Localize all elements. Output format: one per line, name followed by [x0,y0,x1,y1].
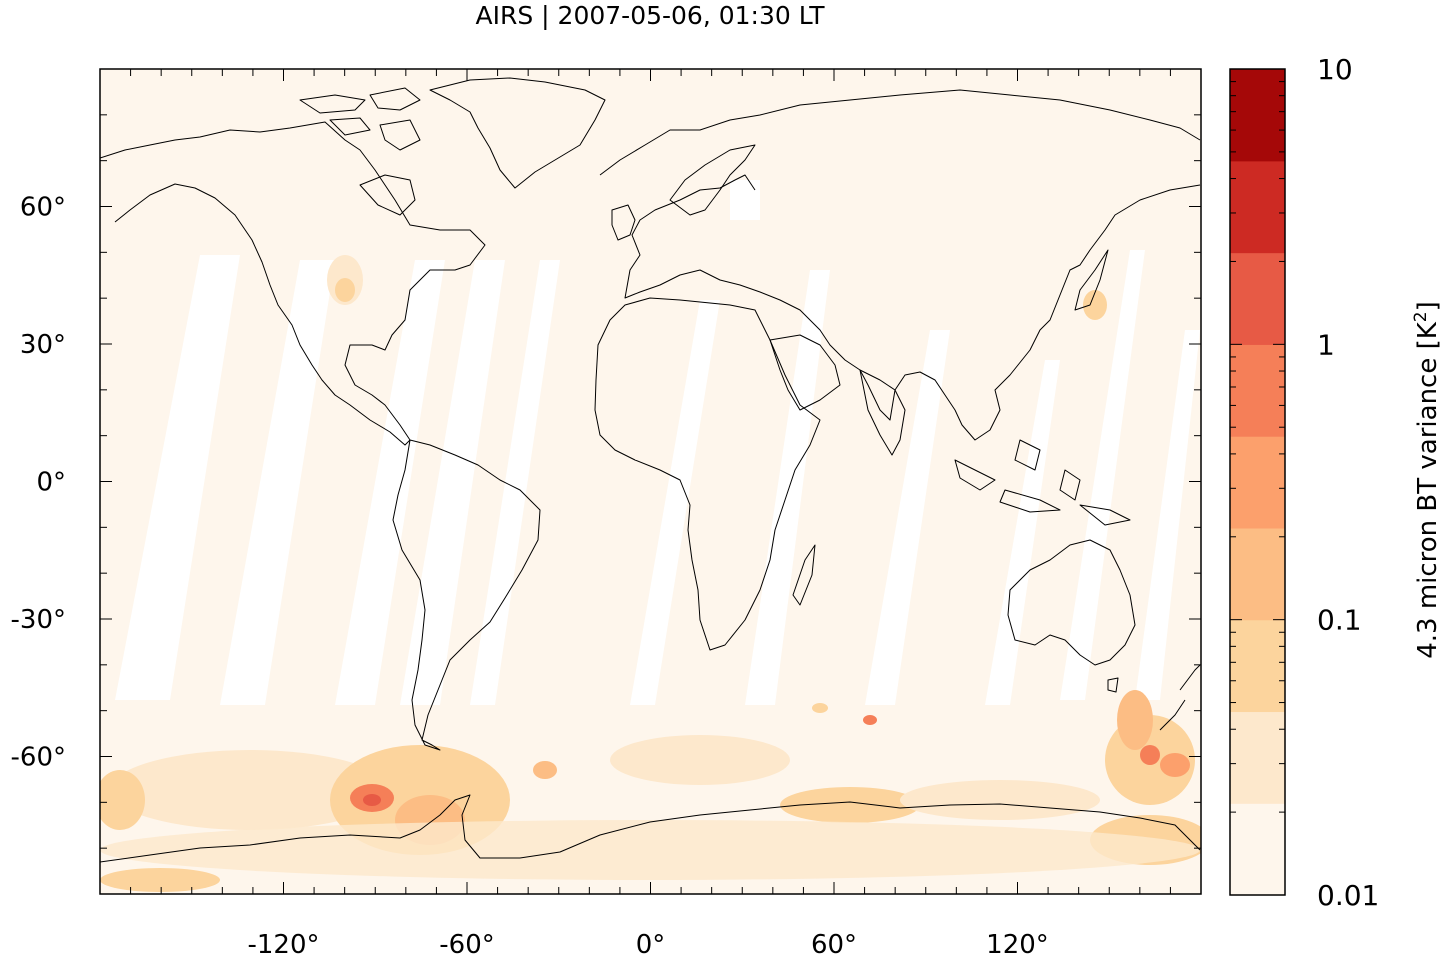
variance-region [1083,290,1107,320]
variance-region [335,278,355,302]
x-tick-label: 120° [986,930,1049,956]
y-axis-labels: 60° 30° 0° -30° -60° [11,193,66,773]
y-tick-label: -60° [11,743,66,773]
coastline-scandinavia [669,144,756,216]
colorbar-ticks [1230,68,1285,896]
y-tick-label: 0° [36,468,66,498]
colorbar-band [1230,344,1285,437]
orbit-gap [985,360,1060,705]
colorbar-tick-label: 1 [1317,328,1335,361]
map-ticks [100,69,1201,894]
colorbar-frame [1229,68,1286,896]
coastline-antarctica [100,794,1201,863]
orbit-gap [630,300,720,705]
x-axis-labels: -120° -60° 0° 60° 120° [247,930,1048,956]
variance-region [863,715,877,725]
coastlines [100,77,1201,863]
x-tick-label: -120° [247,930,319,956]
coastline-north-america [100,121,486,446]
colorbar-band [1230,711,1285,804]
x-tick-label: -60° [439,930,494,956]
coastline-arctic-islands [299,87,421,151]
coastline-hudson-bay [359,174,416,216]
variance-region [1160,753,1190,777]
colorbar-band [1230,160,1285,254]
colorbar-tick-label: 0.1 [1317,604,1362,637]
coastline-greenland [429,77,606,189]
variance-region [533,761,557,779]
coastline-uk [611,204,636,241]
variance-region [100,868,220,892]
orbit-gap [335,260,445,705]
y-tick-label: 30° [20,330,66,360]
colorbar-bands [1230,69,1285,896]
coastline-india [859,369,906,456]
colorbar-band [1230,803,1285,896]
colorbar: 10 1 0.1 0.01 4.3 micron BT variance [K2] [1229,53,1442,912]
figure-title: AIRS | 2007-05-06, 01:30 LT [476,1,826,30]
coastline-japan [1074,249,1109,311]
colorbar-tick-label: 10 [1317,53,1353,86]
orbit-gap [1060,250,1145,700]
colorbar-band [1230,527,1285,621]
y-tick-label: 60° [20,193,66,223]
colorbar-band [1230,619,1285,713]
orbit-gap [865,330,950,705]
y-tick-label: -30° [11,605,66,635]
coastline-eurasia-europe [599,89,1201,441]
coastline-australia [1007,539,1136,666]
variance-region [363,794,381,806]
orbit-gap [745,270,830,705]
orbit-gap [470,260,560,705]
x-tick-label: 0° [636,930,666,956]
orbit-gap [400,260,505,705]
variance-region [110,750,390,830]
colorbar-label: 4.3 micron BT variance [K2] [1411,301,1442,659]
coastline-madagascar [792,544,816,606]
x-tick-label: 60° [811,930,857,956]
colorbar-band [1230,252,1285,345]
colorbar-band [1230,69,1285,162]
orbit-gap [730,180,760,220]
orbit-gap [220,260,335,705]
orbit-gap [115,255,240,700]
variance-region [812,703,828,713]
coastline-africa [594,297,821,651]
variance-region [780,787,920,823]
map-plot-area: -120° -60° 0° 60° 120° 60° 30° 0° -30° -60° [11,68,1202,956]
coastline-new-zealand [1159,664,1201,731]
variance-region [900,780,1100,820]
colorbar-band [1230,436,1285,529]
variance-region [1117,690,1153,750]
coastline-tasmania [1107,677,1119,693]
coastline-south-america [392,439,541,751]
colorbar-tick-label: 0.01 [1317,879,1379,912]
colorbar-tick-labels: 10 1 0.1 0.01 [1317,53,1379,912]
variance-region [1140,745,1160,765]
coastline-arabia [769,334,841,411]
variance-region [610,735,790,785]
variance-region [100,820,1200,880]
coastline-maritime-asia [954,439,1131,526]
orbit-gap-swaths [115,180,1200,705]
orbit-gap [1135,330,1200,700]
variance-region [100,770,145,830]
